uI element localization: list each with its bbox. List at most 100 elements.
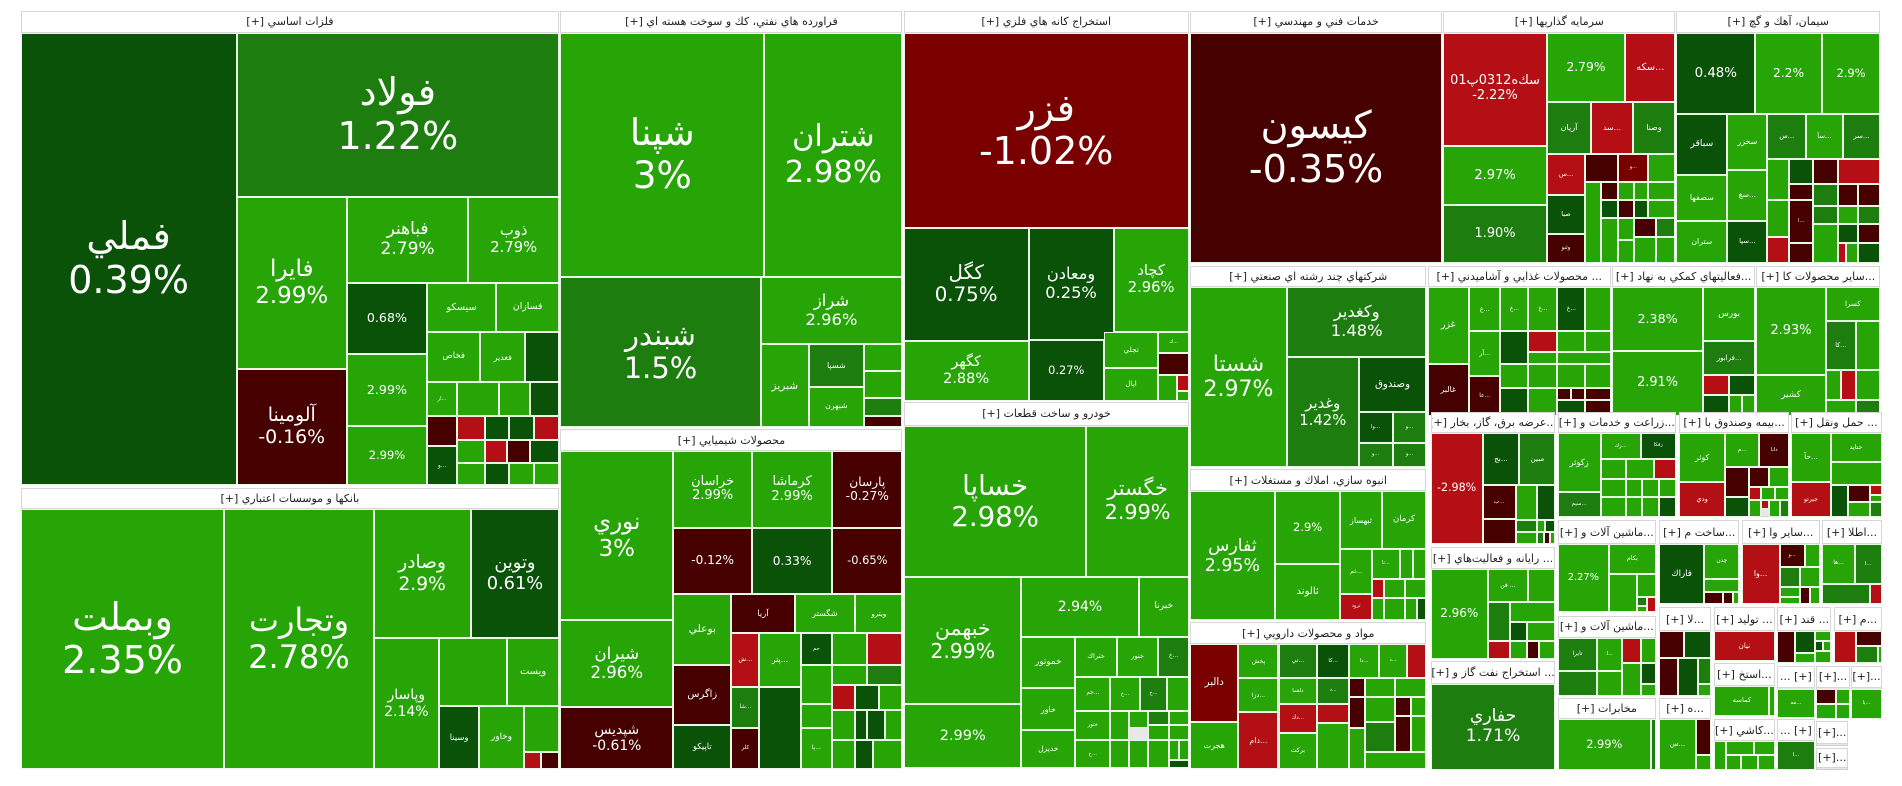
stock-tile[interactable] (1816, 704, 1837, 720)
stock-tile[interactable]: خساپا 2.98% (904, 426, 1087, 577)
stock-tile[interactable] (1703, 374, 1729, 396)
stock-tile[interactable]: شيران 2.96% (560, 619, 674, 708)
stock-tile[interactable] (1837, 184, 1859, 207)
stock-tile[interactable]: شستا 2.97% (1189, 287, 1287, 467)
stock-tile[interactable]: ...زك (1600, 433, 1641, 459)
stock-tile[interactable] (1482, 519, 1516, 544)
stock-tile[interactable] (1846, 242, 1859, 264)
stock-tile[interactable] (530, 382, 560, 417)
stock-tile[interactable] (1543, 532, 1551, 544)
stock-tile[interactable]: پارسان -0.27% (832, 451, 903, 528)
stock-tile[interactable]: خبهمن 2.99% (904, 576, 1022, 704)
stock-tile[interactable] (863, 397, 903, 417)
stock-tile[interactable]: ...خ (1075, 740, 1111, 769)
stock-tile[interactable]: ...سد (1591, 101, 1633, 155)
stock-tile[interactable] (1510, 602, 1556, 623)
stock-tile[interactable]: ...پا (800, 727, 833, 770)
stock-tile[interactable] (1779, 567, 1800, 588)
stock-tile[interactable] (1348, 697, 1365, 728)
stock-tile[interactable] (485, 416, 510, 441)
stock-tile[interactable]: ...ب (1482, 485, 1516, 520)
stock-tile[interactable] (1416, 598, 1427, 620)
stock-tile[interactable]: ... فن (1487, 568, 1529, 603)
stock-tile[interactable]: زاگرس (673, 664, 732, 726)
stock-tile[interactable] (1371, 578, 1385, 598)
stock-tile[interactable]: ...س (1659, 719, 1696, 770)
stock-tile[interactable] (1633, 181, 1649, 201)
stock-tile[interactable] (1585, 287, 1611, 332)
sector-header-expand[interactable]: ...ماشين آلات و [+] (1557, 520, 1656, 544)
stock-tile[interactable]: فباهنر 2.79% (346, 196, 469, 283)
stock-tile[interactable] (1500, 331, 1529, 364)
sector-header-expand[interactable]: شركتهاي چند رشته اي صنعتي [+] (1189, 265, 1427, 288)
stock-tile[interactable] (885, 709, 903, 740)
stock-tile[interactable] (1129, 710, 1149, 729)
sector-header-expand[interactable]: ... استخراج نفت گاز و [+] (1430, 660, 1556, 685)
sector-header-expand[interactable]: ...عرضه برق، گاز، بخار [+] (1430, 411, 1556, 434)
stock-tile[interactable] (1618, 181, 1634, 201)
stock-tile[interactable] (1799, 567, 1820, 588)
sector-header-expand[interactable]: مواد و محصولات دارويي [+] (1189, 622, 1427, 645)
stock-tile[interactable] (1394, 678, 1427, 698)
stock-tile[interactable] (1848, 485, 1870, 502)
stock-tile[interactable] (1732, 592, 1740, 604)
stock-tile[interactable]: حفاري 1.71% (1430, 684, 1556, 770)
stock-tile[interactable]: ...و (1392, 412, 1427, 443)
sector-header-expand[interactable]: ...ساخت م [+] (1659, 520, 1740, 544)
stock-tile[interactable] (1510, 640, 1528, 660)
stock-tile[interactable] (1557, 363, 1586, 389)
stock-tile[interactable] (1655, 236, 1676, 264)
stock-tile[interactable] (1515, 532, 1538, 544)
sector-header-expand[interactable]: انبوه سازي، املاك و مستغلات [+] (1189, 469, 1427, 492)
stock-tile[interactable]: ختراك (1075, 636, 1118, 677)
stock-tile[interactable] (525, 332, 560, 383)
stock-tile[interactable]: ...د (1379, 644, 1408, 679)
stock-tile[interactable] (1527, 640, 1539, 660)
stock-tile[interactable] (879, 685, 903, 710)
stock-tile[interactable] (1640, 684, 1656, 696)
stock-tile[interactable] (1769, 685, 1775, 717)
stock-tile[interactable]: فايرا 2.99% (236, 196, 347, 369)
stock-tile[interactable]: 0.48% (1676, 32, 1756, 115)
stock-tile[interactable]: كماسه (1714, 685, 1770, 717)
stock-tile[interactable] (1823, 640, 1832, 651)
stock-tile[interactable]: ...س (1767, 114, 1807, 159)
stock-tile[interactable] (530, 440, 560, 464)
sector-header-expand[interactable]: [+]... (1851, 665, 1882, 688)
stock-tile[interactable]: كشير (1756, 374, 1826, 417)
stock-tile[interactable] (509, 416, 534, 441)
stock-tile[interactable]: ...سر (1842, 114, 1881, 159)
stock-tile[interactable]: ...و (1618, 154, 1649, 182)
stock-tile[interactable] (1769, 466, 1789, 487)
stock-tile[interactable]: 2.38% (1612, 287, 1704, 351)
stock-tile[interactable] (1684, 630, 1711, 658)
stock-tile[interactable] (1413, 549, 1427, 579)
stock-tile[interactable] (1158, 352, 1189, 375)
stock-tile[interactable]: شگستر (794, 594, 856, 634)
stock-tile[interactable]: ...س (1546, 154, 1586, 196)
sector-header-expand[interactable]: محصولات شيميايي [+] (560, 429, 903, 452)
stock-tile[interactable]: دالبر (1189, 644, 1239, 722)
stock-tile[interactable] (855, 685, 880, 710)
stock-tile[interactable] (1837, 242, 1847, 264)
stock-tile[interactable]: جم (800, 633, 833, 665)
stock-tile[interactable] (759, 686, 801, 770)
stock-tile[interactable] (1384, 578, 1405, 598)
sector-header-expand[interactable]: [+]... (1816, 665, 1850, 688)
stock-tile[interactable] (1585, 181, 1602, 264)
sector-header-expand[interactable]: ...ماشين آلات و [+] (1557, 615, 1656, 639)
sector-header-expand[interactable]: [+]... (1816, 721, 1849, 745)
stock-tile[interactable] (1804, 543, 1820, 568)
stock-tile[interactable] (1659, 630, 1685, 658)
stock-tile[interactable]: ...پتر (759, 633, 801, 687)
stock-tile[interactable] (1625, 478, 1643, 497)
stock-tile[interactable]: ...و (426, 446, 458, 486)
stock-tile[interactable]: وصادر 2.9% (373, 509, 471, 639)
stock-tile[interactable]: بورس (1703, 287, 1756, 341)
sector-header-expand[interactable]: ...ساير محصولات كا [+] (1756, 265, 1881, 288)
stock-tile[interactable] (1538, 640, 1556, 660)
stock-tile[interactable]: ستران (1676, 220, 1728, 264)
stock-tile[interactable]: ...دا (1348, 644, 1380, 679)
stock-tile[interactable]: جيرتو (1791, 481, 1831, 518)
stock-tile[interactable]: وبملت 2.35% (20, 509, 225, 770)
